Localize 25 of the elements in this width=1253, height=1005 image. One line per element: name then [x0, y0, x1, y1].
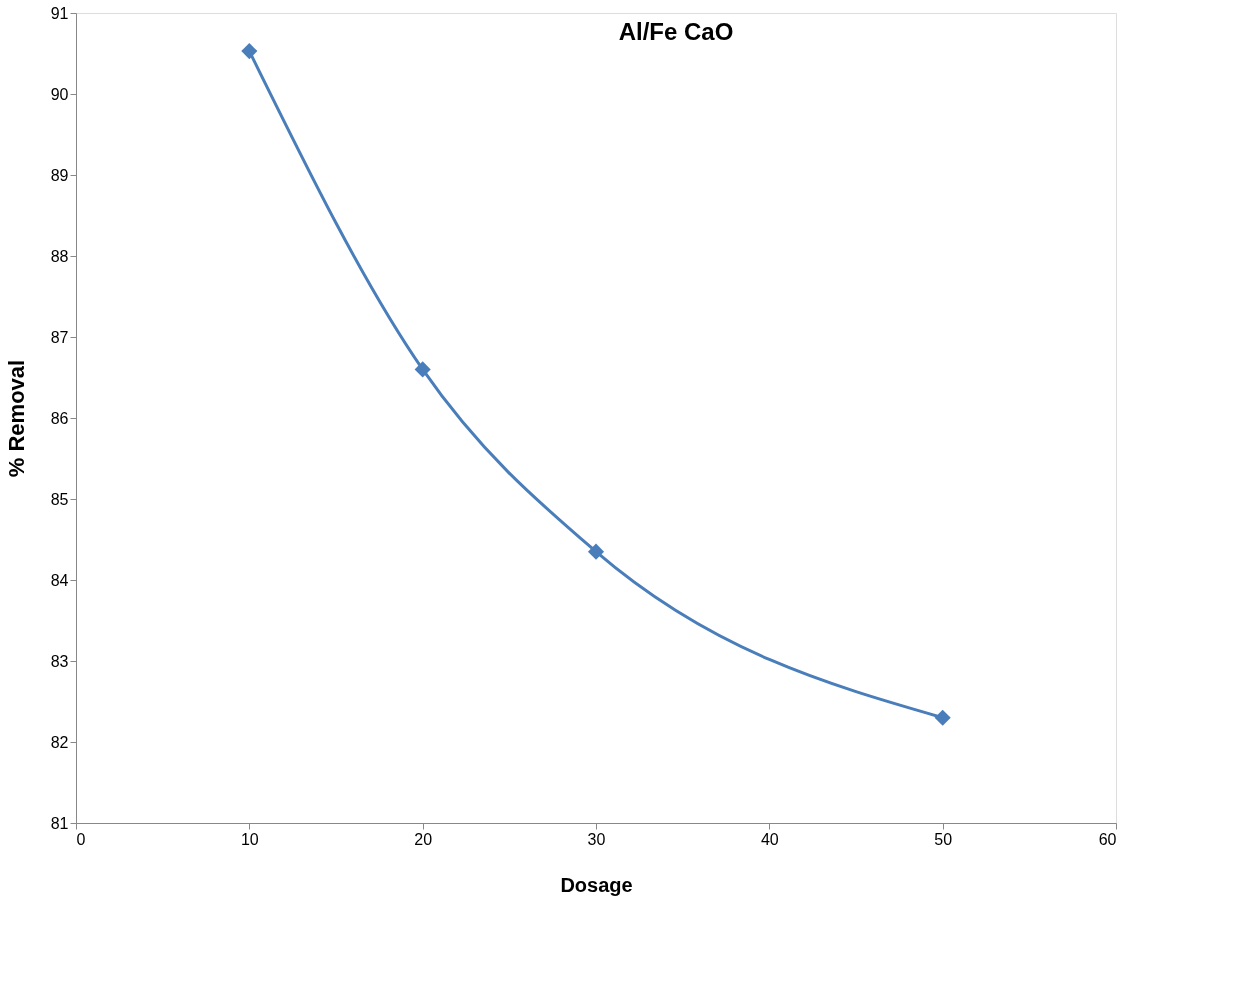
x-tick-label: 10	[240, 830, 259, 848]
y-tick-label: 90	[50, 85, 69, 103]
y-tick-label: 89	[50, 166, 69, 184]
x-tick-label: 60	[1098, 830, 1117, 848]
chart-title: Al/Fe CaO	[618, 18, 734, 45]
y-tick-label: 82	[50, 733, 69, 751]
y-tick-label: 84	[50, 571, 69, 589]
x-tick-label: 20	[414, 830, 433, 848]
x-axis-title: Dosage	[560, 873, 633, 896]
x-tick-label: 30	[587, 830, 606, 848]
y-tick-label: 85	[50, 490, 69, 508]
y-tick-label: 83	[50, 652, 69, 670]
y-tick-label: 91	[50, 4, 69, 22]
point	[414, 361, 431, 378]
point	[587, 543, 605, 560]
y-tick-label: 81	[50, 814, 69, 832]
y-tick-label: 86	[50, 409, 69, 427]
y-tick-label: 88	[50, 247, 69, 265]
y-axis-title: % Removal	[3, 359, 29, 478]
point	[934, 709, 951, 726]
x-tick-label: 0	[76, 830, 86, 848]
x-tick-label: 50	[934, 830, 953, 848]
y-tick-label: 87	[50, 328, 69, 346]
point	[241, 43, 258, 60]
x-tick-label: 40	[760, 830, 779, 848]
